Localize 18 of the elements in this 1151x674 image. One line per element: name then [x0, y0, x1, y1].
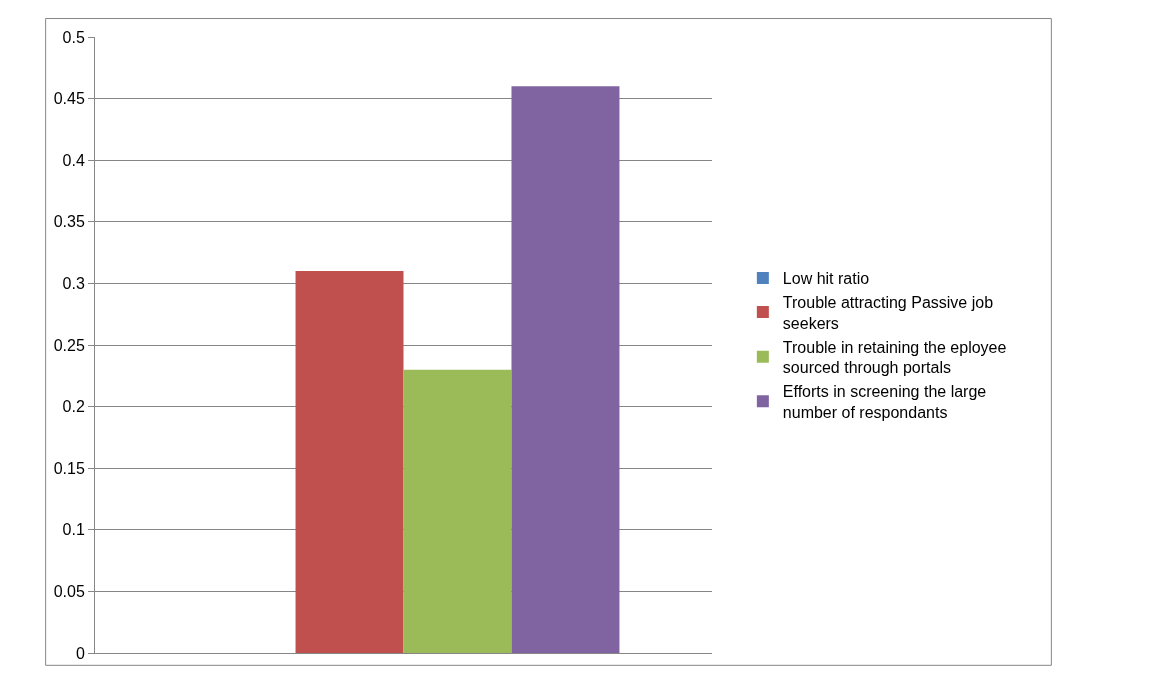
legend-label: Low hit ratio — [782, 270, 870, 288]
legend-label: Trouble attracting Passive job seekers — [782, 293, 994, 332]
y-tick-label: 0 — [75, 644, 85, 662]
legend-label: Trouble in retaining the eployee sourced through portals — [782, 338, 1007, 377]
y-tick-label: 0.25 — [53, 336, 85, 354]
bar — [295, 271, 404, 653]
bar — [403, 369, 512, 653]
legend-label: Efforts in screening the large number of respondants — [782, 383, 987, 421]
y-tick-label: 0.45 — [53, 90, 85, 108]
y-tick-label: 0.35 — [53, 213, 85, 231]
y-tick-label: 0.4 — [62, 151, 85, 169]
y-tick-label: 0.5 — [62, 28, 85, 46]
y-tick-label: 0.2 — [62, 398, 85, 416]
bar — [511, 86, 620, 653]
y-tick-label: 0.15 — [53, 459, 85, 477]
y-tick-label: 0.05 — [53, 583, 85, 600]
y-tick-label: 0.1 — [62, 521, 85, 539]
y-tick-label: 0.3 — [62, 275, 85, 292]
